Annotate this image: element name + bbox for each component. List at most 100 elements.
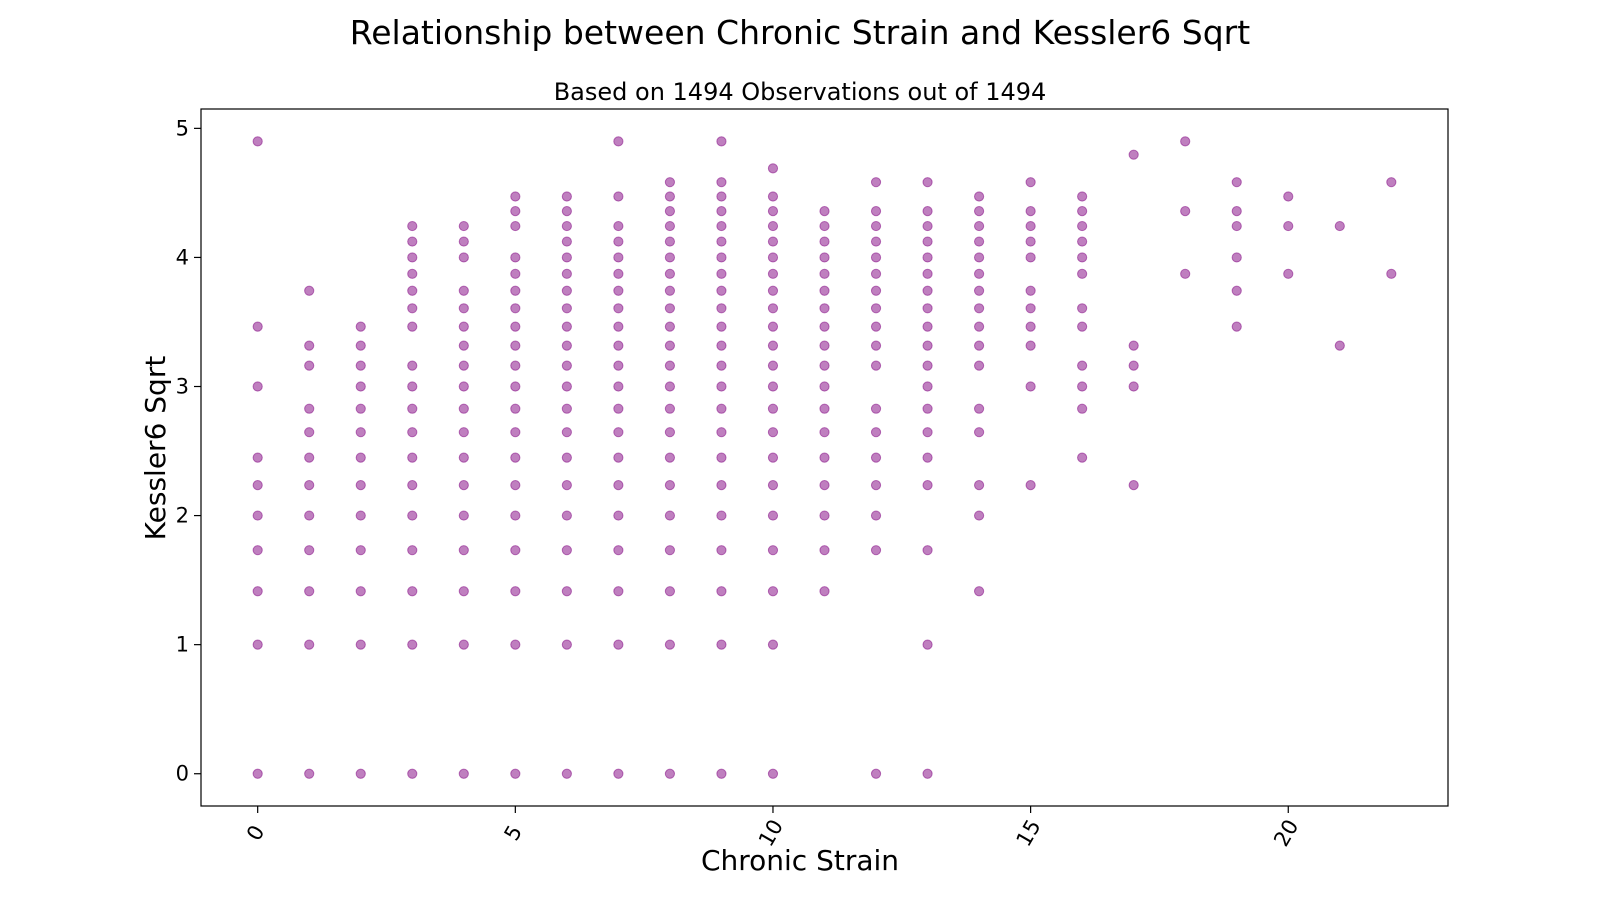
data-point — [561, 403, 572, 414]
data-point — [561, 303, 572, 314]
data-point — [664, 586, 676, 597]
data-point — [252, 452, 263, 463]
data-point — [304, 586, 315, 597]
data-point — [664, 220, 676, 232]
data-point — [870, 545, 882, 556]
data-point — [1231, 285, 1242, 296]
data-point — [510, 545, 521, 556]
data-point — [613, 452, 624, 463]
data-point — [716, 639, 727, 650]
data-point — [458, 285, 469, 296]
data-point — [561, 768, 572, 779]
data-point — [510, 480, 521, 491]
data-point — [561, 586, 572, 597]
data-point — [819, 340, 830, 351]
data-point — [767, 285, 779, 296]
data-point — [407, 586, 418, 597]
data-point — [922, 340, 933, 351]
data-point — [973, 268, 985, 279]
data-point — [252, 136, 263, 147]
data-point — [767, 360, 779, 371]
data-point — [1077, 206, 1088, 217]
data-point — [1283, 220, 1294, 232]
data-point — [510, 360, 521, 371]
data-point — [922, 639, 933, 650]
data-point — [870, 303, 882, 314]
data-point — [355, 545, 366, 556]
data-point — [767, 206, 779, 217]
data-point — [973, 360, 985, 371]
data-point — [819, 220, 830, 232]
data-point — [355, 427, 366, 438]
data-point — [922, 452, 933, 463]
data-point — [510, 303, 521, 314]
data-point — [819, 252, 830, 263]
data-point — [716, 545, 727, 556]
data-point — [1128, 381, 1139, 392]
data-point — [355, 403, 366, 414]
data-point — [304, 545, 315, 556]
data-point — [922, 321, 933, 332]
x-tick-label: 20 — [1269, 815, 1303, 850]
data-point — [819, 452, 830, 463]
data-point — [819, 480, 830, 491]
data-point — [1231, 220, 1242, 232]
data-point — [355, 480, 366, 491]
data-point — [819, 545, 830, 556]
data-point — [767, 340, 779, 351]
x-tick-label: 15 — [1012, 815, 1046, 850]
data-point — [1283, 191, 1294, 202]
data-point — [664, 545, 676, 556]
data-point — [613, 768, 624, 779]
data-point — [664, 639, 676, 650]
data-point — [922, 545, 933, 556]
data-point — [716, 136, 727, 147]
data-point — [922, 480, 933, 491]
data-point — [664, 252, 676, 263]
data-point — [613, 360, 624, 371]
data-point — [767, 191, 779, 202]
data-point — [664, 381, 676, 392]
data-point — [973, 403, 985, 414]
data-point — [304, 285, 315, 296]
data-point — [767, 586, 779, 597]
data-point — [561, 252, 572, 263]
data-point — [819, 403, 830, 414]
data-point — [870, 340, 882, 351]
data-point — [510, 252, 521, 263]
data-point — [664, 403, 676, 414]
data-point — [922, 268, 933, 279]
data-point — [819, 268, 830, 279]
data-point — [355, 768, 366, 779]
data-point — [870, 427, 882, 438]
data-point — [407, 427, 418, 438]
data-point — [767, 403, 779, 414]
data-point — [870, 206, 882, 217]
data-point — [458, 360, 469, 371]
data-point — [613, 191, 624, 202]
data-point — [510, 403, 521, 414]
data-point — [767, 321, 779, 332]
data-point — [716, 768, 727, 779]
data-point — [1077, 268, 1088, 279]
data-point — [819, 586, 830, 597]
data-point — [767, 268, 779, 279]
data-point — [922, 206, 933, 217]
data-point — [664, 452, 676, 463]
data-point — [767, 768, 779, 779]
data-point — [767, 381, 779, 392]
data-point — [613, 586, 624, 597]
data-point — [973, 191, 985, 202]
data-point — [1077, 252, 1088, 263]
data-point — [870, 252, 882, 263]
data-point — [1128, 149, 1139, 160]
data-point — [973, 220, 985, 232]
data-point — [613, 136, 624, 147]
data-point — [510, 206, 521, 217]
data-point — [252, 768, 263, 779]
data-point — [767, 639, 779, 650]
data-point — [716, 480, 727, 491]
data-point — [510, 510, 521, 521]
data-point — [767, 252, 779, 263]
data-point — [1180, 268, 1191, 279]
